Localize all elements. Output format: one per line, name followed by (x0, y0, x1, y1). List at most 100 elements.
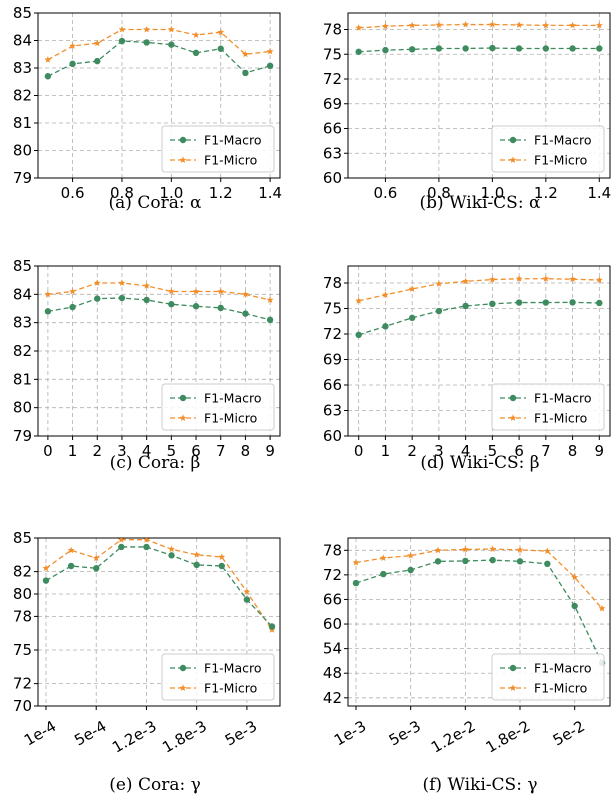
data-point-f1-macro (242, 310, 249, 317)
x-tick-label: 3 (117, 442, 127, 460)
series-line-f1-micro (45, 539, 273, 631)
data-point-f1-micro (167, 287, 175, 295)
data-point-f1-macro (544, 560, 551, 568)
data-point-f1-macro (596, 299, 603, 307)
legend-label: F1-Macro (534, 661, 591, 676)
x-tick-label: 1 (381, 442, 391, 460)
legend: F1-Macro F1-Micro (491, 653, 605, 701)
series-line-f1-micro (358, 23, 600, 29)
x-tick-label: 1e-4 (21, 717, 59, 749)
x-tick-label: 1.2e-3 (109, 717, 160, 757)
y-tick-label: 75 (13, 641, 32, 659)
legend-label: F1-Micro (534, 681, 587, 696)
data-point-f1-micro (217, 28, 225, 36)
y-tick-label: 80 (13, 585, 32, 603)
data-point-f1-macro (542, 45, 550, 52)
legend: F1-Macro F1-Micro (161, 383, 275, 431)
series-group (355, 20, 603, 55)
data-point-f1-macro (44, 73, 52, 80)
legend: F1-Macro F1-Micro (491, 125, 605, 173)
data-point-f1-micro (595, 21, 603, 29)
y-tick-label: 78 (323, 21, 342, 39)
legend-label: F1-Macro (204, 133, 261, 148)
y-tick-label: 48 (323, 664, 342, 682)
data-point-f1-macro (217, 304, 224, 312)
legend-marker (179, 156, 187, 163)
y-tick-label: 72 (323, 566, 342, 584)
series-line-f1-macro (47, 40, 271, 77)
data-point-f1-macro (462, 45, 469, 52)
data-point-f1-macro (569, 299, 576, 306)
data-point-f1-macro (489, 300, 496, 308)
data-point-f1-micro (118, 279, 126, 286)
data-point-f1-micro (462, 20, 470, 28)
x-tick-label: 1.2e-2 (428, 717, 479, 757)
x-tick-label: 3 (434, 442, 444, 460)
x-tick-label: 0 (43, 442, 53, 460)
data-point-f1-macro (408, 46, 416, 53)
y-tick-label: 83 (13, 59, 32, 77)
series-group (355, 275, 603, 339)
chart-panel-3: 79 80 81 82 83 84 85 0 1 2 3 4 5 6 7 8 9 F1-Macro F1-Micro… (13, 257, 281, 473)
x-tick-label: 8 (241, 442, 251, 460)
data-point-f1-micro (217, 287, 225, 295)
data-point-f1-macro (382, 323, 389, 330)
y-tick-label: 80 (13, 399, 32, 417)
data-point-f1-macro (266, 62, 274, 69)
legend-marker (509, 684, 517, 691)
data-point-f1-macro (380, 570, 387, 578)
x-tick-label: 9 (265, 442, 275, 460)
y-tick-label: 54 (323, 640, 342, 658)
data-point-f1-macro (192, 303, 200, 310)
data-point-f1-micro (143, 282, 151, 289)
legend-label: F1-Micro (204, 153, 257, 168)
data-point-f1-micro (379, 554, 387, 561)
data-point-f1-macro (266, 316, 274, 324)
data-point-f1-micro (569, 275, 576, 283)
data-point-f1-micro (69, 287, 76, 295)
x-tick-label: 1.4 (258, 184, 282, 202)
data-point-f1-micro (193, 551, 201, 558)
legend-label: F1-Macro (204, 661, 261, 676)
data-point-f1-micro (355, 24, 363, 31)
y-tick-label: 70 (13, 697, 32, 715)
legend: F1-Macro F1-Micro (491, 383, 605, 431)
data-point-f1-macro (462, 302, 469, 310)
series-line-f1-macro (355, 559, 603, 664)
x-tick-label: 1.2 (534, 184, 558, 202)
legend-marker (179, 684, 187, 691)
x-tick-label: 5e-4 (71, 717, 109, 749)
series-line-f1-macro (45, 546, 273, 627)
data-point-f1-micro (407, 552, 415, 559)
data-point-f1-macro (408, 314, 416, 322)
x-tick-label: 1.2 (209, 184, 233, 202)
data-point-f1-micro (434, 546, 442, 554)
plot-frame (37, 12, 281, 179)
y-tick-label: 42 (323, 689, 342, 707)
data-point-f1-macro (42, 577, 50, 584)
plot-frame (37, 537, 281, 707)
y-tick-label: 83 (13, 314, 32, 332)
data-point-f1-micro (488, 20, 496, 28)
data-point-f1-macro (462, 557, 469, 565)
y-tick-label: 66 (323, 590, 342, 608)
data-point-f1-macro (69, 60, 76, 68)
data-point-f1-macro (243, 596, 251, 603)
data-point-f1-micro (382, 22, 389, 30)
legend-label: F1-Micro (534, 411, 587, 426)
y-tick-label: 79 (13, 169, 32, 187)
x-tick-label: 4 (142, 442, 152, 460)
data-point-f1-macro (489, 44, 496, 52)
x-tick-label: 1.0 (159, 184, 183, 202)
panel-caption: (a) Cora: α (109, 193, 202, 213)
data-point-f1-micro (117, 538, 125, 543)
legend-label: F1-Micro (534, 153, 587, 168)
data-point-f1-macro (168, 552, 175, 559)
x-tick-label: 1.0 (480, 184, 504, 202)
data-point-f1-micro (67, 546, 75, 554)
panel-caption: (e) Cora: γ (109, 775, 201, 795)
data-point-f1-micro (435, 21, 443, 28)
